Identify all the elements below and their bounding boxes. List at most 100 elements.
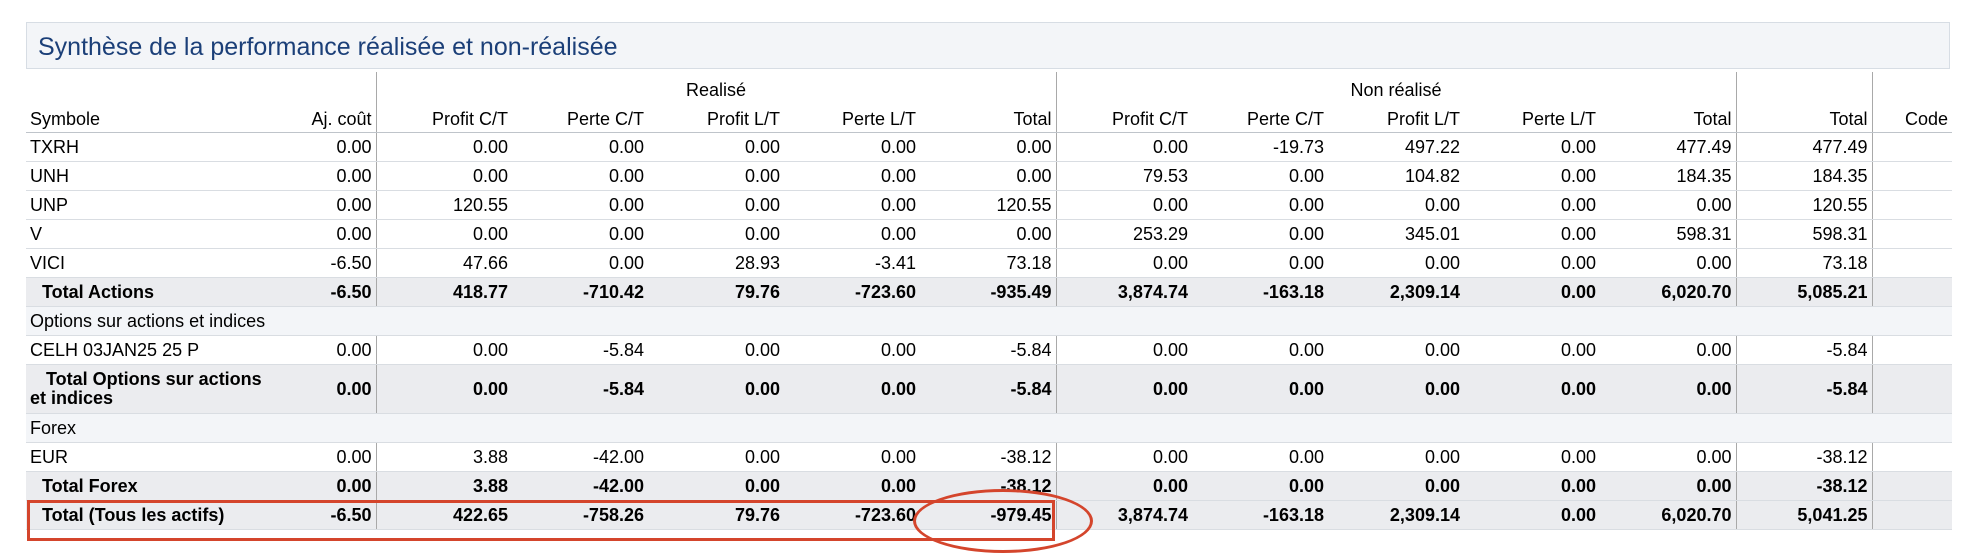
symbol-cell[interactable]: EUR [26, 442, 276, 472]
value-cell: 3,874.74 [1055, 500, 1192, 530]
value-cell: 0.00 [648, 219, 784, 249]
total-label-cell: Total (Tous les actifs) [26, 500, 276, 530]
value-cell: 0.00 [1464, 471, 1600, 501]
value-cell: 0.00 [648, 161, 784, 191]
value-cell: 2,309.14 [1328, 277, 1464, 307]
value-cell: 0.00 [1600, 190, 1736, 220]
code-cell [1871, 471, 1952, 501]
code-cell [1871, 190, 1952, 220]
total-row: Total (Tous les actifs) -6.50 422.65 -758.2… [26, 500, 1952, 530]
value-cell: 120.55 [375, 190, 512, 220]
symbol-cell[interactable]: VICI [26, 248, 276, 278]
symbol-cell[interactable]: CELH 03JAN25 25 P [26, 335, 276, 365]
table-row: TXRH 0.00 0.00 0.00 0.00 0.00 0.00 0.00 -19.73 49… [26, 132, 1952, 162]
value-cell: 0.00 [276, 335, 376, 365]
total-row: Total Forex 0.00 3.88 -42.00 0.00 0.00 -38.12 0… [26, 471, 1952, 501]
value-cell: 0.00 [784, 219, 920, 249]
col-header-realized-lt-profit[interactable]: Profit L/T [648, 101, 784, 133]
value-cell: 0.00 [1055, 248, 1192, 278]
value-cell: -710.42 [512, 277, 648, 307]
value-cell: 0.00 [1464, 442, 1600, 472]
col-header-total[interactable]: Total [1735, 101, 1872, 133]
value-cell: 0.00 [784, 471, 920, 501]
value-cell: 0.00 [1192, 442, 1328, 472]
value-cell: 0.00 [1192, 364, 1328, 414]
table-row: VICI -6.50 47.66 0.00 28.93 -3.41 73.18 0.00 0.0… [26, 248, 1952, 278]
value-cell: 0.00 [1055, 132, 1192, 162]
col-header-unrealized-lt-profit[interactable]: Profit L/T [1328, 101, 1464, 133]
col-header-unrealized-lt-loss[interactable]: Perte L/T [1464, 101, 1600, 133]
symbol-cell[interactable]: TXRH [26, 132, 276, 162]
table-row: EUR 0.00 3.88 -42.00 0.00 0.00 -38.12 0.00 0.00 0… [26, 442, 1952, 472]
code-cell [1871, 248, 1952, 278]
group-header-row: Realisé Non réalisé [26, 72, 1952, 101]
report-title-bar: Synthèse de la performance réalisée et n… [26, 22, 1950, 69]
value-cell: 0.00 [648, 442, 784, 472]
value-cell: 0.00 [1464, 364, 1600, 414]
code-cell [1871, 219, 1952, 249]
table-row: UNP 0.00 120.55 0.00 0.00 0.00 120.55 0.00 0.00 0… [26, 190, 1952, 220]
col-header-adj-cost[interactable]: Aj. coût [276, 101, 376, 133]
value-cell: 0.00 [1328, 190, 1464, 220]
value-cell: 0.00 [1055, 364, 1192, 414]
col-header-realized-st-profit[interactable]: Profit C/T [375, 101, 512, 133]
value-cell: 0.00 [276, 442, 376, 472]
code-cell [1871, 335, 1952, 365]
col-header-symbol[interactable]: Symbole [26, 101, 276, 133]
value-cell: 0.00 [375, 132, 512, 162]
value-cell: 0.00 [1464, 500, 1600, 530]
value-cell: 79.53 [1055, 161, 1192, 191]
value-cell: -163.18 [1192, 277, 1328, 307]
value-cell: 422.65 [375, 500, 512, 530]
realized-group-header: Realisé [375, 72, 1056, 101]
value-cell: 0.00 [1600, 442, 1736, 472]
value-cell: 0.00 [1328, 471, 1464, 501]
value-cell: -38.12 [1735, 442, 1872, 472]
value-cell: -163.18 [1192, 500, 1328, 530]
value-cell: -758.26 [512, 500, 648, 530]
value-cell: 497.22 [1328, 132, 1464, 162]
col-header-unrealized-st-profit[interactable]: Profit C/T [1055, 101, 1192, 133]
value-cell: -5.84 [512, 335, 648, 365]
value-cell: 0.00 [784, 442, 920, 472]
value-cell: 0.00 [784, 190, 920, 220]
value-cell: 0.00 [648, 132, 784, 162]
value-cell: 120.55 [1735, 190, 1872, 220]
symbol-cell[interactable]: V [26, 219, 276, 249]
value-cell: -5.84 [1735, 335, 1872, 365]
symbol-cell[interactable]: UNH [26, 161, 276, 191]
value-cell: 0.00 [276, 132, 376, 162]
value-cell: 0.00 [276, 161, 376, 191]
value-cell: 0.00 [1328, 364, 1464, 414]
value-cell: -42.00 [512, 442, 648, 472]
value-cell: 5,041.25 [1735, 500, 1872, 530]
value-cell: 0.00 [920, 219, 1056, 249]
column-header-row: Symbole Aj. coût Profit C/T Perte C/T Pr… [26, 101, 1952, 133]
col-header-code[interactable]: Code [1871, 101, 1952, 133]
value-cell: 0.00 [276, 219, 376, 249]
value-cell: 0.00 [648, 190, 784, 220]
col-header-realized-lt-loss[interactable]: Perte L/T [784, 101, 920, 133]
total-row: Total Options sur actions et indices 0.00… [26, 364, 1952, 414]
col-header-unrealized-total[interactable]: Total [1600, 101, 1736, 133]
value-cell: -979.45 [920, 500, 1056, 530]
code-cell [1871, 161, 1952, 191]
value-cell: -38.12 [920, 442, 1056, 472]
col-header-realized-total[interactable]: Total [920, 101, 1056, 133]
total-label-cell: Total Forex [26, 471, 276, 501]
section-header-row: Forex [26, 413, 1952, 443]
value-cell: 3.88 [375, 471, 512, 501]
col-header-unrealized-st-loss[interactable]: Perte C/T [1192, 101, 1328, 133]
value-cell: 0.00 [648, 335, 784, 365]
col-header-realized-st-loss[interactable]: Perte C/T [512, 101, 648, 133]
code-cell [1871, 277, 1952, 307]
value-cell: 0.00 [1055, 471, 1192, 501]
value-cell: 0.00 [648, 364, 784, 414]
section-header-row: Options sur actions et indices [26, 306, 1952, 336]
value-cell: 0.00 [1192, 248, 1328, 278]
value-cell: 0.00 [276, 364, 376, 414]
value-cell: 0.00 [784, 335, 920, 365]
value-cell: 0.00 [512, 161, 648, 191]
symbol-cell[interactable]: UNP [26, 190, 276, 220]
value-cell: 0.00 [1055, 190, 1192, 220]
